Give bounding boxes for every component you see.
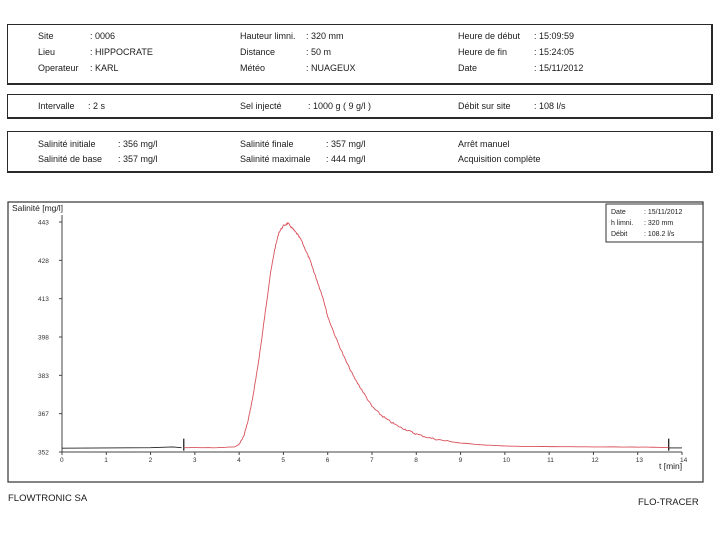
meteo-value: : NUAGEUX	[306, 63, 356, 73]
intervalle-value: : 2 s	[88, 101, 106, 111]
x-tick-label: 7	[370, 457, 374, 464]
salinite-base-label: Salinité de base	[38, 154, 103, 164]
x-tick-label: 6	[326, 457, 330, 464]
legend-date-label: Date	[611, 209, 626, 216]
x-tick-label: 0	[60, 457, 64, 464]
date-label: Date	[458, 63, 478, 73]
hauteur-label: Hauteur limni.	[240, 31, 296, 41]
hauteur-value: : 320 mm	[306, 31, 344, 41]
debut-value: : 15:09:59	[534, 31, 575, 41]
x-tick-label: 2	[149, 457, 153, 464]
x-axis-label: t [min]	[659, 461, 682, 471]
injection-panel: Intervalle : 2 s Sel injecté : 1000 g ( …	[7, 94, 713, 119]
salinite-base-value: : 357 mg/l	[118, 154, 158, 164]
salinity-panel: Salinité initiale : 356 mg/l Salinité de…	[7, 131, 713, 173]
salinite-finale-label: Salinité finale	[240, 139, 294, 149]
operateur-label: Operateur	[38, 63, 79, 73]
distance-value: : 50 m	[306, 47, 332, 57]
site-value: : 0006	[90, 31, 116, 41]
x-tick-label: 13	[636, 457, 644, 464]
y-tick-label: 428	[38, 258, 49, 265]
x-tick-label: 8	[414, 457, 418, 464]
distance-label: Distance	[240, 47, 276, 57]
debit-site-value: : 108 l/s	[534, 101, 566, 111]
sel-label: Sel injecté	[240, 101, 282, 111]
fin-value: : 15:24:05	[534, 47, 575, 57]
salinite-finale-value: : 357 mg/l	[326, 139, 366, 149]
chart-frame	[7, 201, 704, 483]
salinite-initiale-label: Salinité initiale	[38, 139, 96, 149]
legend-limni-label: h limni.	[611, 220, 633, 227]
legend-debit-label: Débit	[611, 231, 627, 238]
footer-device: FLO-TRACER	[638, 497, 699, 508]
y-tick-label: 383	[38, 373, 49, 380]
legend-box	[605, 203, 704, 243]
lieu-label: Lieu	[38, 47, 56, 57]
salinite-maximale-value: : 444 mg/l	[326, 154, 366, 164]
fin-label: Heure de fin	[458, 47, 508, 57]
x-tick-label: 3	[193, 457, 197, 464]
sel-value: : 1000 g ( 9 g/l )	[308, 101, 372, 111]
legend-debit-value: : 108.2 l/s	[644, 231, 675, 238]
y-tick-label: 367	[38, 411, 49, 418]
debit-site-label: Débit sur site	[458, 101, 511, 111]
x-tick-label: 5	[281, 457, 285, 464]
baseline-line	[61, 446, 182, 449]
legend-date-value: : 15/11/2012	[644, 209, 683, 216]
salinite-initiale-value: : 356 mg/l	[118, 139, 158, 149]
y-tick-label: 443	[38, 220, 49, 227]
footer-brand: FLOWTRONIC SA	[8, 493, 88, 504]
y-tick-label: 413	[38, 296, 49, 303]
x-tick-label: 4	[237, 457, 241, 464]
x-tick-label: 14	[680, 457, 688, 464]
salinite-maximale-label: Salinité maximale	[240, 154, 311, 164]
y-axis-label: Salinité [mg/l]	[12, 203, 63, 213]
y-tick-label: 398	[38, 335, 49, 342]
intervalle-label: Intervalle	[38, 101, 75, 111]
date-value: : 15/11/2012	[534, 63, 584, 73]
x-tick-label: 10	[503, 457, 511, 464]
legend-limni-value: : 320 mm	[644, 220, 673, 227]
site-label: Site	[38, 31, 54, 41]
header-panel: Site : 0006 Lieu : HIPPOCRATE Operateur …	[7, 24, 713, 85]
meteo-label: Météo	[240, 63, 266, 73]
lieu-value: : HIPPOCRATE	[90, 47, 153, 57]
operateur-value: : KARL	[90, 63, 119, 73]
salinity-curve	[183, 221, 669, 449]
y-tick-label: 352	[38, 450, 49, 457]
status-arret: Arrêt manuel	[458, 139, 510, 149]
x-tick-label: 11	[547, 457, 554, 464]
x-tick-label: 9	[459, 457, 463, 464]
status-acquisition: Acquisition complète	[458, 154, 541, 164]
x-tick-label: 1	[104, 457, 108, 464]
x-tick-label: 12	[591, 457, 599, 464]
debut-label: Heure de début	[458, 31, 521, 41]
